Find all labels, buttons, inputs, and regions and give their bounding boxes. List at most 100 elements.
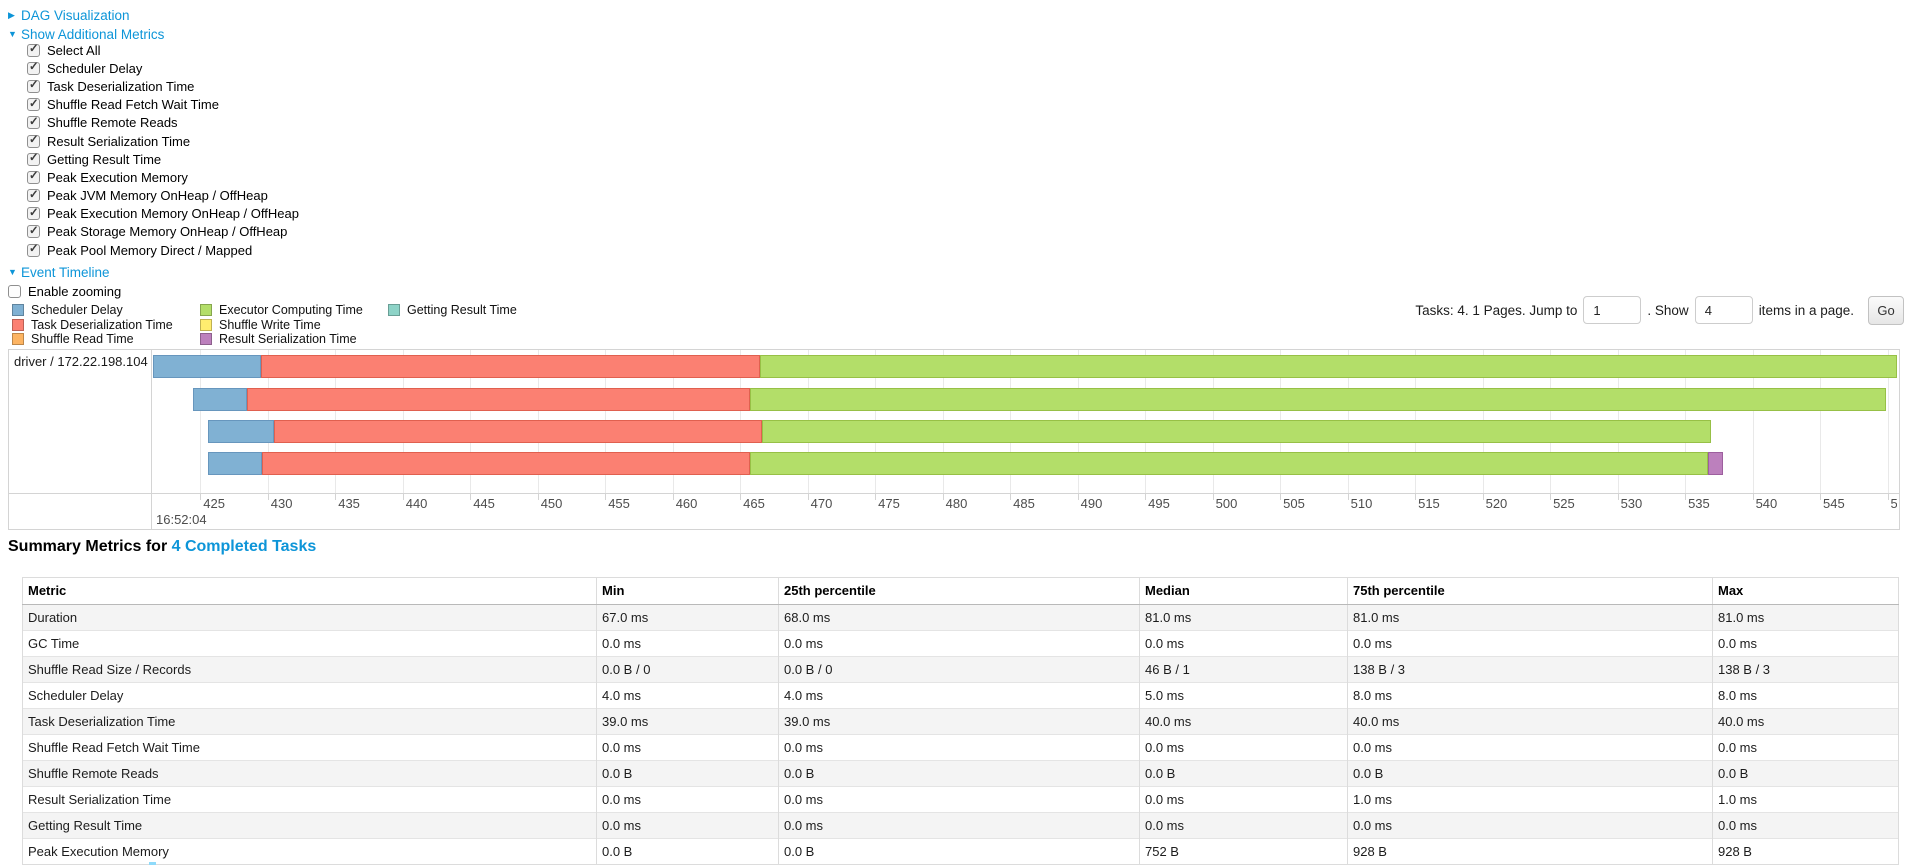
task-bar-segment-result-serialization (1708, 452, 1723, 475)
table-cell: 0.0 ms (1712, 734, 1899, 761)
axis-tick-label: 500 (1215, 496, 1238, 511)
summary-metrics-table: Metric Min 25th percentile Median 75th perce… (22, 577, 1899, 865)
task-bar-segment-task-deserialization (262, 452, 750, 475)
table-cell: 0.0 B (1712, 760, 1899, 787)
task-bar-segment-scheduler-delay (193, 388, 248, 411)
metric-checkbox[interactable] (27, 98, 40, 112)
metric-checkbox[interactable] (27, 43, 40, 57)
task-bar-segment-scheduler-delay (153, 355, 261, 378)
go-button[interactable]: Go (1868, 295, 1904, 325)
timeline-group-column: driver / 172.22.198.104 (9, 350, 152, 529)
axis-major-label: 16:52:04 (156, 512, 207, 527)
metric-checkbox[interactable] (27, 134, 40, 148)
table-cell: 0.0 ms (1139, 630, 1348, 657)
table-cell: GC Time (22, 630, 597, 657)
axis-tick (1280, 494, 1282, 500)
table-cell: 0.0 ms (1347, 630, 1713, 657)
axis-tick-label: 440 (405, 496, 428, 511)
table-cell: 0.0 ms (1139, 786, 1348, 813)
table-cell: 0.0 ms (778, 812, 1140, 839)
table-header-cell: Max (1712, 577, 1899, 605)
metric-checkbox[interactable] (27, 61, 40, 75)
pagination-show-text: . Show (1647, 302, 1689, 318)
axis-tick (942, 494, 944, 500)
table-row: Scheduler Delay 4.0 ms 4.0 ms 5.0 ms 8.0 ms 8… (22, 682, 1899, 709)
table-row: Shuffle Read Size / Records 0.0 B / 0 0.0 … (22, 656, 1899, 683)
table-header-row: Metric Min 25th percentile Median 75th perce… (22, 577, 1899, 605)
table-cell: 46 B / 1 (1139, 656, 1348, 683)
table-cell: 40.0 ms (1347, 708, 1713, 735)
timeline-axis-line (9, 493, 1899, 494)
metric-checkbox[interactable] (27, 243, 40, 257)
enable-zooming-checkbox[interactable] (8, 285, 21, 298)
table-cell: 1.0 ms (1347, 786, 1713, 813)
metric-checkbox[interactable] (27, 170, 40, 184)
table-cell: 4.0 ms (596, 682, 779, 709)
axis-tick-label: 505 (1283, 496, 1305, 511)
axis-tick (1010, 494, 1012, 500)
jump-to-page-input[interactable] (1583, 296, 1642, 324)
task-bar-segment-executor-computing (749, 388, 1887, 411)
metric-checkbox[interactable] (27, 225, 40, 239)
axis-gridline (1820, 350, 1822, 493)
show-additional-metrics-toggle[interactable]: ▼ Show Additional Metrics (8, 26, 164, 42)
legend-item: Shuffle Read Time (12, 332, 173, 346)
table-cell: 0.0 ms (596, 812, 779, 839)
metric-checkbox[interactable] (27, 152, 40, 166)
task-bar-segment-task-deserialization (247, 388, 750, 411)
shuffle-write-swatch-icon (200, 318, 212, 331)
table-cell: 0.0 B (1139, 760, 1348, 787)
axis-tick-label: 545 (1823, 496, 1845, 511)
table-row: Getting Result Time 0.0 ms 0.0 ms 0.0 ms 0.0… (22, 812, 1899, 839)
axis-tick-label: 520 (1485, 496, 1508, 511)
table-cell: Scheduler Delay (22, 682, 597, 709)
table-cell: 0.0 ms (1712, 812, 1899, 839)
summary-metrics-title: Summary Metrics for 4 Completed Tasks (8, 538, 316, 556)
table-cell: 928 B (1347, 838, 1713, 865)
metric-checkbox-label: Task Deserialization Time (47, 78, 195, 94)
metric-checkbox[interactable] (27, 189, 40, 203)
metric-checkbox[interactable] (27, 207, 40, 221)
legend-label: Executor Computing Time (219, 303, 363, 318)
table-cell: 138 B / 3 (1347, 656, 1713, 683)
table-cell: 0.0 B (778, 838, 1140, 865)
table-cell: 0.0 ms (1712, 630, 1899, 657)
table-cell: 39.0 ms (596, 708, 779, 735)
task-bar-segment-task-deserialization (274, 420, 762, 443)
task-deserialization-swatch-icon (12, 318, 24, 331)
completed-tasks-link[interactable]: 4 Completed Tasks (171, 538, 317, 555)
metric-checkbox-label: Peak Storage Memory OnHeap / OffHeap (47, 224, 288, 240)
axis-tick-label: 470 (810, 496, 833, 511)
dag-visualization-toggle[interactable]: ▶ DAG Visualization (8, 7, 130, 23)
table-cell: Getting Result Time (22, 812, 597, 839)
axis-tick-label: 510 (1350, 496, 1373, 511)
table-cell: Duration (22, 604, 597, 631)
summary-title-text: Summary Metrics for (8, 538, 172, 555)
table-row: Peak Execution Memory 0.0 B 0.0 B 752 B 928 … (22, 838, 1899, 865)
table-header-cell: Median (1139, 577, 1348, 605)
event-timeline-toggle[interactable]: ▼ Event Timeline (8, 264, 110, 280)
metric-checkbox[interactable] (27, 79, 40, 93)
table-cell: 81.0 ms (1139, 604, 1348, 631)
task-bar-segment-executor-computing (761, 420, 1711, 443)
table-cell: 0.0 B / 0 (596, 656, 779, 683)
metric-checkbox-label: Peak Execution Memory (47, 169, 188, 185)
axis-tick-label: 535 (1688, 496, 1710, 511)
axis-tick (267, 494, 269, 500)
dag-visualization-label: DAG Visualization (21, 7, 130, 23)
metric-checkbox[interactable] (27, 116, 40, 130)
axis-tick (740, 494, 742, 500)
table-cell: 0.0 B / 0 (778, 656, 1140, 683)
axis-gridline (1887, 350, 1889, 493)
pagination-suffix-text: items in a page. (1758, 302, 1854, 318)
table-cell: 0.0 B (778, 760, 1140, 787)
metric-checkbox-label: Peak Execution Memory OnHeap / OffHeap (47, 206, 299, 222)
table-cell: 5.0 ms (1139, 682, 1348, 709)
table-cell: Shuffle Read Fetch Wait Time (22, 734, 597, 761)
items-per-page-input[interactable] (1694, 296, 1753, 324)
table-cell: 0.0 ms (1347, 812, 1713, 839)
metric-checkbox-label: Peak Pool Memory Direct / Mapped (47, 242, 253, 258)
table-cell: 81.0 ms (1712, 604, 1899, 631)
metric-checkbox-item: Shuffle Remote Reads (27, 114, 299, 132)
